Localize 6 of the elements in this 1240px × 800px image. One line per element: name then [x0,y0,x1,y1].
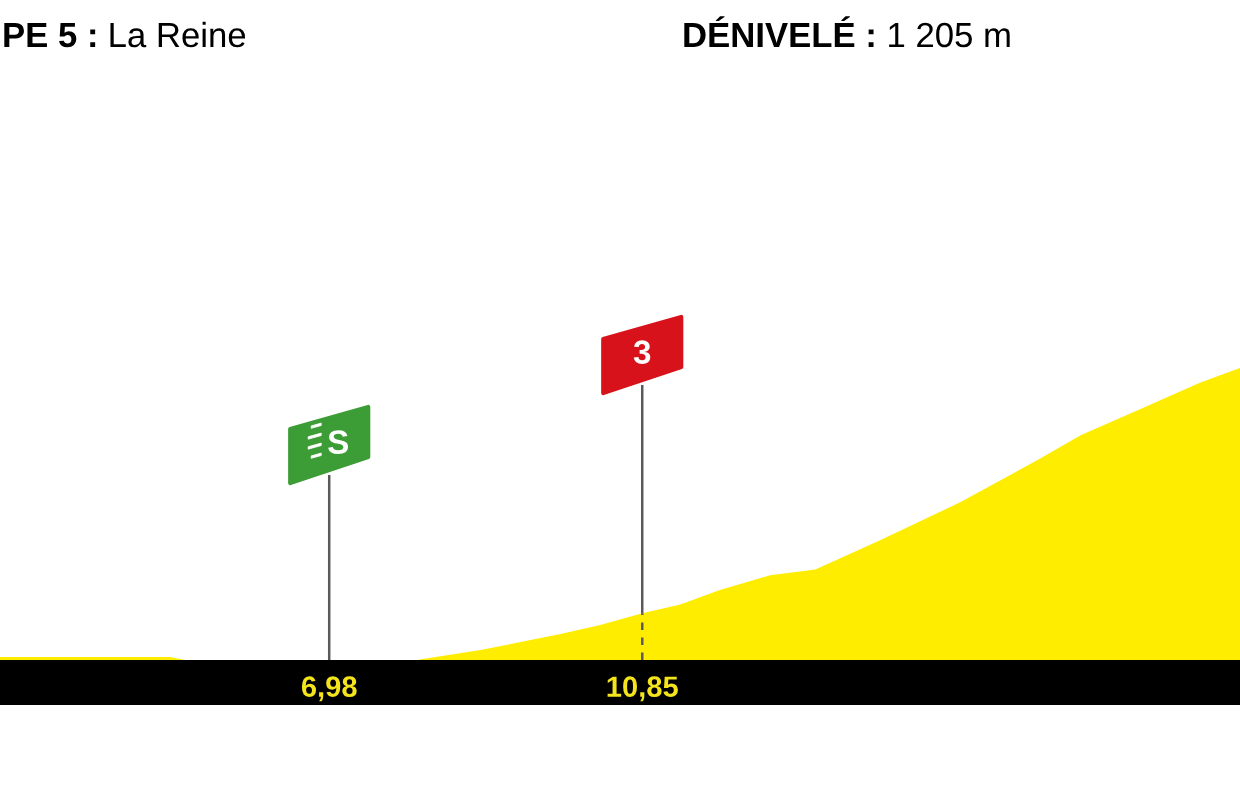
x-tick-label: 10,85 [607,676,678,702]
chart-title: PE 5 : La Reine [4,21,246,48]
x-tick-label: 6,98 [301,676,357,702]
annotation: S [328,430,349,454]
text: 3 [633,340,651,364]
text: DÉNIVELÉ : 1 205 m [684,16,1010,48]
